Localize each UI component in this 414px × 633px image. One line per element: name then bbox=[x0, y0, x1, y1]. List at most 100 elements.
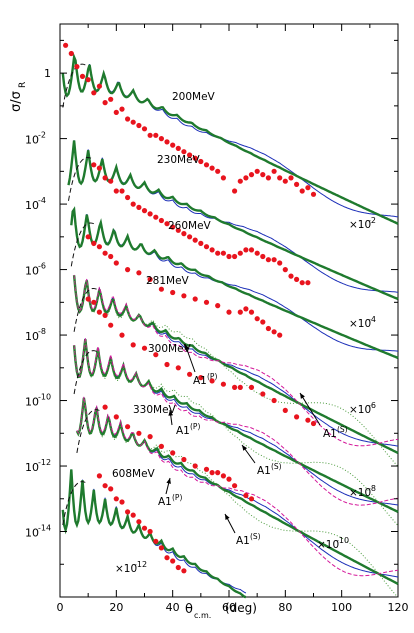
y-tick-label-exp: -12 bbox=[38, 458, 51, 467]
data-point bbox=[265, 175, 271, 181]
data-point bbox=[265, 325, 271, 332]
annotation-sup: (S) bbox=[250, 532, 261, 541]
data-point bbox=[215, 470, 221, 476]
annotation-sup: (P) bbox=[190, 422, 200, 431]
annotation-sup: (S) bbox=[337, 425, 348, 434]
data-point bbox=[119, 332, 125, 338]
data-point bbox=[232, 483, 238, 489]
data-point bbox=[310, 420, 317, 427]
energy-label: 608MeV bbox=[112, 468, 156, 480]
data-point bbox=[271, 329, 277, 335]
dashed-curve bbox=[62, 63, 86, 108]
scale-label: ×10 bbox=[349, 219, 371, 231]
annotation-arrowhead bbox=[300, 393, 305, 399]
data-point bbox=[136, 519, 142, 525]
y-tick-label-base: 10 bbox=[25, 461, 39, 474]
data-point bbox=[153, 352, 159, 358]
data-point bbox=[170, 558, 176, 564]
annotation-sup: (S) bbox=[271, 462, 282, 471]
model-curve-blue bbox=[73, 338, 399, 506]
data-point bbox=[108, 486, 114, 492]
model-curve-thick bbox=[61, 52, 399, 225]
data-point bbox=[136, 204, 142, 210]
data-point bbox=[141, 525, 148, 531]
energy-label: 330MeV bbox=[133, 404, 177, 416]
data-point bbox=[158, 286, 164, 292]
data-point bbox=[175, 564, 181, 571]
data-point bbox=[96, 83, 102, 89]
scale-label: ×10 bbox=[317, 539, 339, 551]
data-point bbox=[130, 201, 136, 207]
data-point bbox=[192, 296, 198, 302]
data-point bbox=[96, 473, 102, 479]
data-point bbox=[271, 168, 277, 174]
x-tick-label: 100 bbox=[331, 601, 352, 614]
data-point bbox=[192, 155, 198, 161]
data-point bbox=[215, 168, 221, 174]
data-point bbox=[158, 443, 164, 449]
data-point bbox=[108, 178, 114, 184]
annotation-arrowhead bbox=[168, 410, 173, 416]
model-curve-blue bbox=[62, 54, 399, 218]
data-point bbox=[102, 175, 108, 181]
data-point bbox=[141, 126, 148, 132]
data-point bbox=[260, 253, 266, 260]
y-tick-label-exp: -2 bbox=[38, 131, 46, 140]
data-point bbox=[119, 106, 125, 112]
data-point bbox=[277, 332, 283, 338]
data-point bbox=[130, 119, 136, 125]
data-point bbox=[125, 267, 131, 273]
data-point bbox=[181, 456, 187, 463]
data-point bbox=[164, 221, 170, 227]
data-point bbox=[63, 42, 69, 48]
annotation-arrowhead bbox=[184, 344, 190, 350]
data-point bbox=[305, 417, 311, 423]
x-tick-label: 40 bbox=[166, 601, 180, 614]
y-tick-label-exp: -8 bbox=[38, 327, 46, 336]
data-point bbox=[305, 185, 311, 191]
scale-label: ×10 bbox=[115, 563, 137, 575]
data-point bbox=[226, 476, 232, 482]
data-point bbox=[102, 312, 108, 318]
dashed-curve bbox=[73, 287, 97, 332]
data-point bbox=[254, 250, 260, 256]
data-point bbox=[299, 280, 305, 286]
data-point bbox=[294, 181, 300, 187]
data-point bbox=[119, 499, 125, 505]
x-tick-label: 20 bbox=[109, 601, 123, 614]
y-tick-label-exp: -14 bbox=[38, 524, 51, 533]
data-point bbox=[91, 162, 97, 168]
data-point bbox=[294, 276, 300, 282]
y-tick-label-base: 10 bbox=[25, 330, 39, 343]
scale-label: ×10 bbox=[349, 487, 371, 499]
scale-label-exp: -8 bbox=[368, 484, 376, 493]
data-point bbox=[209, 470, 215, 476]
y-axis-label: σ/σ R bbox=[9, 82, 28, 112]
data-point bbox=[220, 473, 226, 479]
data-point bbox=[170, 142, 176, 148]
data-point bbox=[141, 208, 148, 214]
data-point bbox=[232, 253, 238, 260]
data-point bbox=[248, 172, 255, 178]
annotation-sup: (P) bbox=[172, 493, 182, 502]
annotation-arrow bbox=[299, 392, 321, 426]
data-point bbox=[243, 306, 249, 312]
data-point bbox=[181, 568, 187, 574]
data-point bbox=[102, 483, 108, 489]
data-point bbox=[136, 430, 142, 436]
data-point bbox=[96, 165, 102, 171]
annotation-label: A1 bbox=[176, 425, 190, 437]
y-tick-label-exp: -4 bbox=[38, 196, 46, 205]
dashed-curve bbox=[68, 156, 92, 201]
data-point bbox=[271, 257, 277, 263]
x-axis-label: θ c.m. (deg) bbox=[185, 601, 257, 620]
data-point bbox=[85, 234, 91, 240]
data-point bbox=[147, 528, 153, 535]
data-point bbox=[147, 276, 153, 282]
data-point bbox=[130, 342, 136, 348]
data-point bbox=[265, 257, 271, 263]
dashed-curve bbox=[62, 481, 86, 526]
data-point bbox=[192, 237, 198, 243]
y-axis-label-main: σ/σ bbox=[9, 91, 24, 112]
